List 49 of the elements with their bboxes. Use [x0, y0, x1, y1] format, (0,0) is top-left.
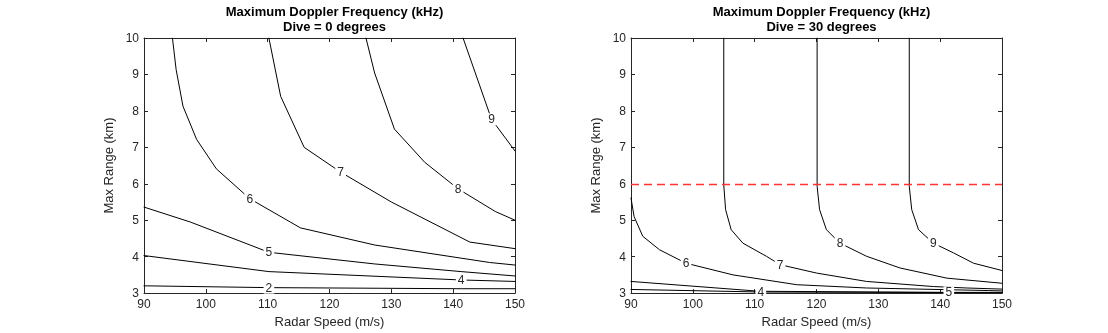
chart-title: Maximum Doppler Frequency (kHz) [225, 4, 444, 19]
series-label: 7 [337, 165, 345, 180]
y-tick-label: 5 [619, 213, 627, 228]
x-tick-label: 100 [195, 297, 217, 312]
x-axis-title: Radar Speed (m/s) [274, 314, 385, 329]
x-tick-label: 130 [868, 297, 889, 312]
chart-subtitle: Dive = 0 degrees [283, 19, 386, 34]
x-tick-label: 140 [443, 297, 464, 312]
series-label: 4 [457, 272, 465, 287]
y-tick-label: 7 [132, 140, 140, 155]
y-tick-label: 8 [132, 103, 140, 118]
series-label: 9 [930, 236, 938, 251]
y-tick-label: 8 [619, 103, 627, 118]
x-tick-label: 130 [381, 297, 402, 312]
x-axis-title: Radar Speed (m/s) [761, 314, 872, 329]
series-label: 5 [945, 285, 953, 300]
series-label: 5 [265, 245, 273, 260]
series-label: 9 [488, 112, 496, 127]
y-tick-label: 10 [612, 31, 627, 45]
series-label: 7 [776, 257, 784, 272]
x-tick-label: 90 [624, 297, 638, 312]
y-tick-label: 4 [132, 249, 140, 264]
y-tick-label: 6 [619, 176, 627, 191]
y-tick-label: 10 [125, 31, 140, 45]
series-label: 8 [454, 181, 462, 196]
chart-subtitle: Dive = 30 degrees [766, 19, 877, 34]
y-tick-label: 7 [619, 140, 627, 155]
x-tick-label: 150 [991, 297, 1013, 312]
x-tick-label: 90 [137, 297, 151, 312]
y-axis-title: Max Range (km) [587, 117, 603, 214]
y-tick-label: 9 [132, 67, 140, 82]
x-tick-label: 120 [319, 297, 340, 312]
x-tick-label: 100 [682, 297, 704, 312]
series-label: 2 [265, 280, 273, 295]
y-tick-label: 6 [132, 176, 140, 191]
y-tick-label: 5 [132, 213, 140, 228]
series-label: 6 [246, 191, 254, 206]
x-tick-label: 110 [745, 297, 765, 312]
series-label: 8 [836, 236, 844, 251]
series-label: 4 [757, 285, 765, 300]
x-tick-label: 140 [930, 297, 951, 312]
chart-title: Maximum Doppler Frequency (kHz) [712, 4, 931, 19]
x-tick-label: 120 [806, 297, 827, 312]
x-tick-label: 110 [258, 297, 278, 312]
y-tick-label: 4 [619, 249, 627, 264]
series-label: 6 [682, 256, 690, 271]
y-axis-title: Max Range (km) [100, 117, 116, 214]
x-tick-label: 150 [504, 297, 526, 312]
y-tick-label: 9 [619, 67, 627, 82]
